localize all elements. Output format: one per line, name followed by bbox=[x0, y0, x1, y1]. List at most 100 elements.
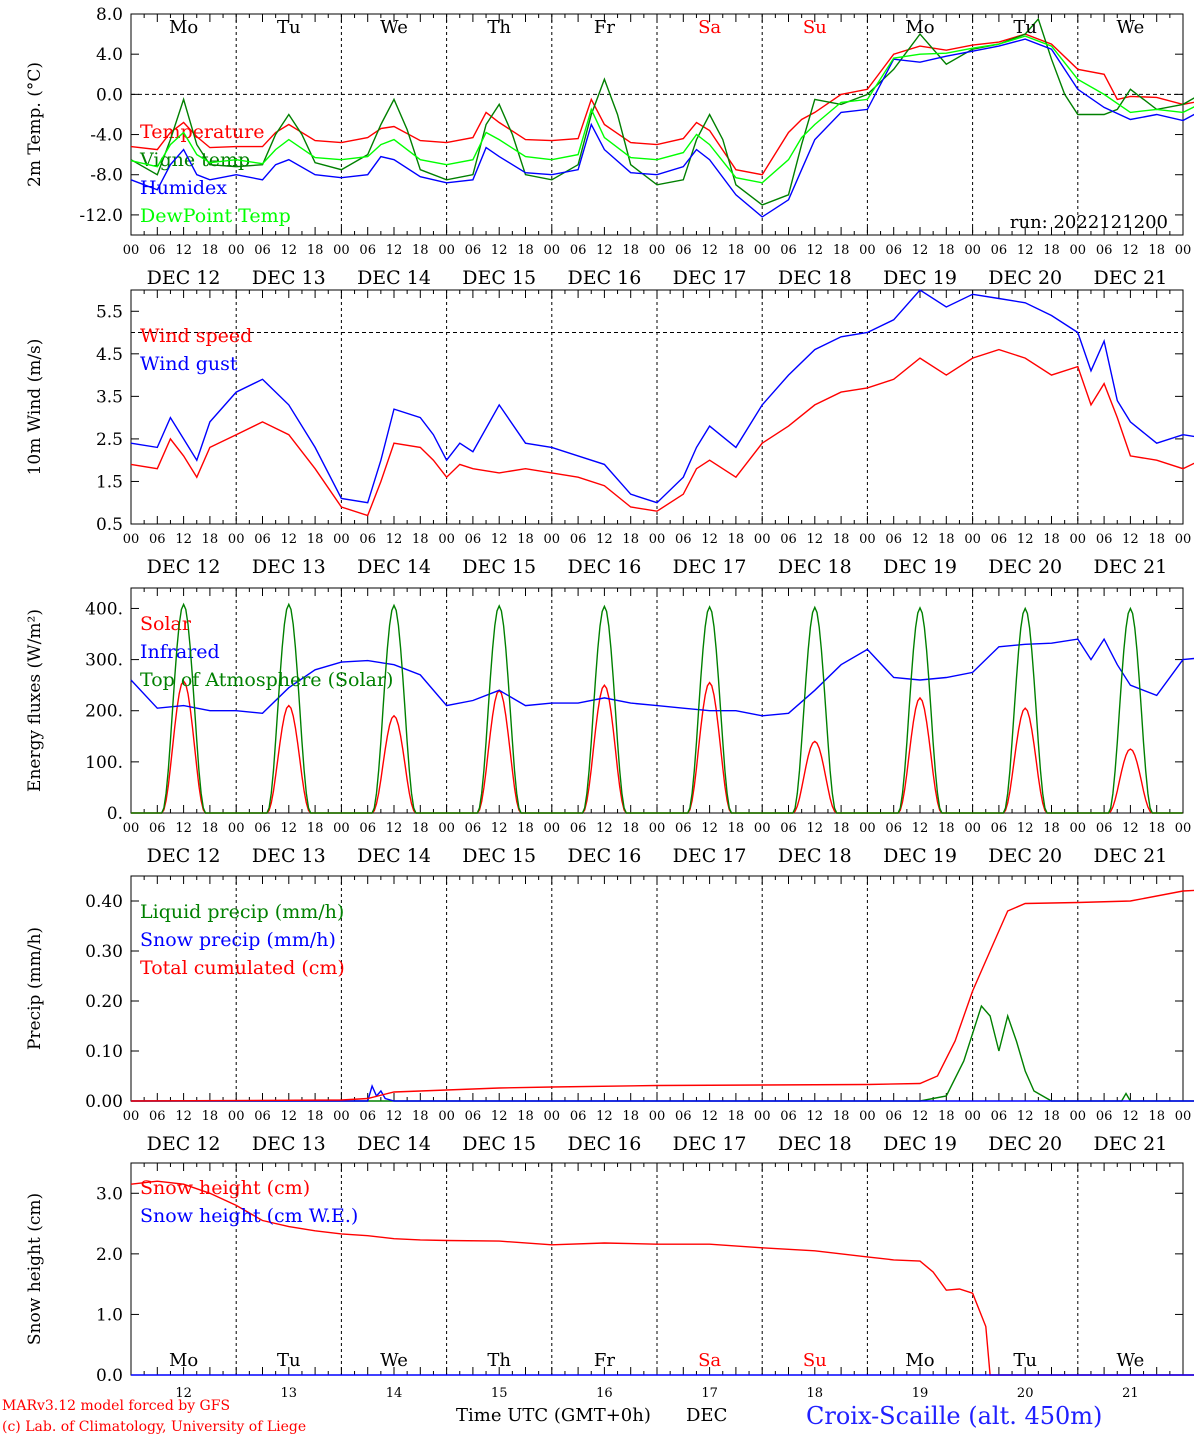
y-tick-label: -12.0 bbox=[79, 206, 123, 226]
hour-label: 00 bbox=[333, 821, 350, 836]
hour-label: 18 bbox=[517, 532, 534, 547]
hour-label: 06 bbox=[359, 243, 376, 258]
hour-label: 18 bbox=[1148, 243, 1165, 258]
day-number: 17 bbox=[701, 1386, 718, 1401]
hour-label: 06 bbox=[465, 243, 482, 258]
weekday-label: We bbox=[1117, 1350, 1145, 1371]
legend-label: DewPoint Temp bbox=[140, 205, 291, 227]
weekday-label: Mo bbox=[905, 17, 934, 38]
hour-label: 00 bbox=[1175, 821, 1192, 836]
date-label: DEC 21 bbox=[1093, 267, 1167, 289]
hour-label: 12 bbox=[1017, 821, 1034, 836]
x-axis-label: Time UTC (GMT+0h) bbox=[456, 1405, 651, 1426]
hour-label: 00 bbox=[228, 532, 245, 547]
date-label: DEC 13 bbox=[252, 267, 326, 289]
y-tick-label: 0.0 bbox=[96, 1366, 123, 1386]
hour-label: 18 bbox=[307, 243, 324, 258]
hour-label: 12 bbox=[491, 821, 508, 836]
hour-label: 12 bbox=[701, 532, 718, 547]
series-line bbox=[130, 289, 1194, 504]
hour-label: 06 bbox=[780, 243, 797, 258]
y-axis-title: 2m Temp. (°C) bbox=[25, 62, 45, 187]
credit-line-2: (c) Lab. of Climatology, University of L… bbox=[2, 1419, 307, 1435]
hour-label: 18 bbox=[307, 532, 324, 547]
y-tick-label: 400. bbox=[85, 599, 123, 619]
hour-label: 12 bbox=[386, 243, 403, 258]
hour-label: 12 bbox=[596, 532, 613, 547]
hour-label: 00 bbox=[438, 532, 455, 547]
hour-label: 00 bbox=[649, 1109, 666, 1124]
legend-label: Temperature bbox=[140, 121, 264, 143]
hour-label: 12 bbox=[281, 1109, 298, 1124]
date-label: DEC 15 bbox=[462, 556, 536, 578]
day-number: 14 bbox=[386, 1386, 403, 1401]
date-label: DEC 17 bbox=[673, 845, 747, 867]
day-number: 18 bbox=[807, 1386, 824, 1401]
y-tick-label: 3.5 bbox=[96, 387, 123, 407]
date-label: DEC 18 bbox=[778, 556, 852, 578]
hour-label: 06 bbox=[991, 243, 1008, 258]
weekday-label: Su bbox=[803, 1350, 827, 1371]
date-label: DEC 18 bbox=[778, 845, 852, 867]
y-tick-label: 4.0 bbox=[96, 45, 123, 65]
legend-label: Solar bbox=[140, 613, 192, 635]
series-line bbox=[130, 33, 1194, 176]
hour-label: 00 bbox=[859, 1109, 876, 1124]
y-tick-label: -4.0 bbox=[90, 126, 123, 146]
legend-label: Infrared bbox=[140, 641, 220, 663]
station-name: Croix-Scaille (alt. 450m) bbox=[806, 1402, 1103, 1430]
hour-label: 00 bbox=[544, 821, 561, 836]
date-label: DEC 16 bbox=[567, 845, 641, 867]
hour-label: 12 bbox=[491, 243, 508, 258]
hour-label: 06 bbox=[1096, 243, 1113, 258]
hour-label: 00 bbox=[228, 243, 245, 258]
date-label: DEC 20 bbox=[988, 1133, 1062, 1155]
hour-label: 18 bbox=[938, 1109, 955, 1124]
hour-label: 00 bbox=[964, 1109, 981, 1124]
hour-label: 18 bbox=[622, 532, 639, 547]
series-line bbox=[130, 348, 1194, 517]
hour-label: 06 bbox=[149, 821, 166, 836]
y-axis-title: 10m Wind (m/s) bbox=[25, 339, 45, 476]
hour-label: 06 bbox=[885, 243, 902, 258]
hour-label: 12 bbox=[807, 243, 824, 258]
series-line bbox=[131, 1004, 1194, 1102]
hour-label: 12 bbox=[1017, 1109, 1034, 1124]
hour-label: 00 bbox=[438, 243, 455, 258]
panel-frame bbox=[130, 587, 1184, 814]
y-tick-label: 100. bbox=[85, 753, 123, 773]
hour-label: 06 bbox=[570, 243, 587, 258]
hour-label: 00 bbox=[228, 1109, 245, 1124]
date-label: DEC 15 bbox=[462, 845, 536, 867]
y-axis-title: Precip (mm/h) bbox=[25, 927, 45, 1050]
y-axis-title: Snow height (cm) bbox=[25, 1193, 45, 1345]
hour-label: 18 bbox=[1148, 821, 1165, 836]
weekday-label: Tu bbox=[1013, 1350, 1037, 1371]
weekday-label: Fr bbox=[594, 17, 615, 38]
hour-label: 00 bbox=[1070, 532, 1087, 547]
series-line bbox=[130, 35, 1194, 184]
hour-label: 12 bbox=[701, 1109, 718, 1124]
hour-label: 00 bbox=[1070, 243, 1087, 258]
date-label: DEC 14 bbox=[357, 1133, 431, 1155]
date-label: DEC 17 bbox=[673, 267, 747, 289]
hour-label: 00 bbox=[438, 1109, 455, 1124]
legend-label: Wind speed bbox=[140, 325, 252, 347]
hour-label: 12 bbox=[175, 532, 192, 547]
date-label: DEC 13 bbox=[252, 1133, 326, 1155]
hour-label: 12 bbox=[596, 821, 613, 836]
y-axis-title: Energy fluxes (W/m²) bbox=[25, 609, 45, 792]
hour-label: 12 bbox=[807, 821, 824, 836]
hour-label: 00 bbox=[123, 532, 140, 547]
hour-label: 18 bbox=[833, 532, 850, 547]
date-label: DEC 17 bbox=[673, 556, 747, 578]
series-line bbox=[130, 38, 1194, 218]
date-label: DEC 16 bbox=[567, 267, 641, 289]
legend-label: Liquid precip (mm/h) bbox=[140, 901, 344, 923]
hour-label: 00 bbox=[1070, 1109, 1087, 1124]
date-label: DEC 19 bbox=[883, 556, 957, 578]
hour-label: 18 bbox=[517, 243, 534, 258]
hour-label: 06 bbox=[675, 243, 692, 258]
series-line bbox=[130, 889, 1194, 1102]
hour-label: 18 bbox=[833, 1109, 850, 1124]
